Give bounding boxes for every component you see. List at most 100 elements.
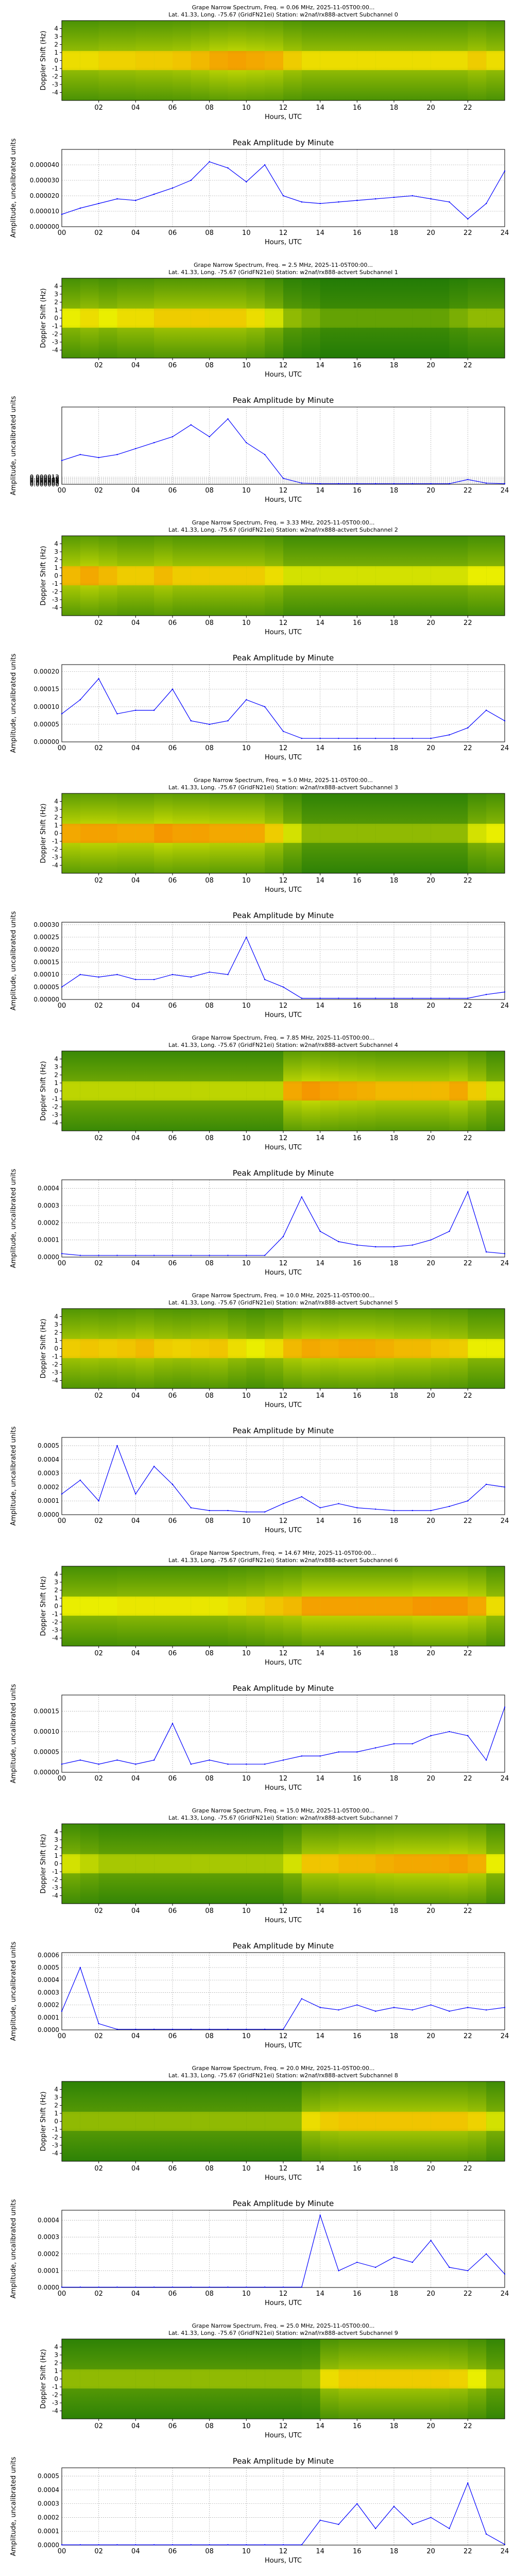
x-tick-label: 22 — [464, 1260, 472, 1267]
y-tick-label: 4 — [54, 1056, 58, 1063]
x-tick-label: 02 — [94, 1907, 103, 1915]
amplitude-point — [135, 709, 136, 711]
x-tick-label: 10 — [242, 1907, 251, 1915]
amplitude-point — [282, 1503, 284, 1504]
x-tick-label: 04 — [131, 229, 140, 237]
x-tick-label: 20 — [426, 487, 435, 495]
y-axis-label: Doppler Shift (Hz) — [40, 2092, 47, 2151]
amplitude-point — [393, 2505, 395, 2507]
amplitude-point — [504, 1253, 506, 1255]
amplitude-point — [116, 198, 118, 200]
y-tick-label: 1 — [54, 1852, 58, 1859]
y-tick-label: 0.0004 — [38, 1976, 59, 1984]
x-tick-label: 14 — [316, 104, 324, 112]
amplitude-point — [171, 1723, 174, 1724]
amplitude-point — [319, 2007, 321, 2008]
x-tick-label: 12 — [279, 877, 288, 885]
amplitude-point — [79, 2286, 81, 2288]
y-tick-label: 0.00000 — [33, 738, 59, 745]
x-tick-label: 12 — [279, 2165, 288, 2173]
spectrum-title: Grape Narrow Spectrum, Freq. = 3.33 MHz,… — [192, 519, 375, 526]
amplitude-point — [504, 991, 506, 993]
x-tick-label: 08 — [205, 877, 214, 885]
x-tick-label: 04 — [131, 362, 140, 369]
y-tick-label: 0.0000 — [38, 2026, 59, 2033]
amplitude-point — [79, 207, 81, 209]
y-tick-label: 4 — [54, 25, 58, 32]
x-tick-label: 12 — [279, 104, 288, 112]
x-tick-label: 06 — [168, 487, 177, 495]
x-tick-label: 08 — [205, 619, 214, 627]
x-tick-label: 06 — [168, 2548, 177, 2555]
x-tick-label: 14 — [316, 877, 324, 885]
spectrum-subtitle: Lat. 41.33, Long. -75.67 (GridFN21ei) St… — [168, 784, 398, 791]
amplitude-point — [282, 2286, 284, 2288]
y-tick-label: 1 — [54, 1337, 58, 1344]
x-tick-label: 10 — [242, 1650, 251, 1657]
amplitude-title: Peak Amplitude by Minute — [233, 1941, 334, 1951]
amplitude-point — [374, 1246, 376, 1248]
amplitude-point — [282, 195, 284, 197]
y-tick-label: 0.00015 — [33, 958, 59, 965]
x-tick-label: 18 — [390, 877, 399, 885]
amplitude-point — [209, 2544, 210, 2546]
y-tick-label: 0.0005 — [38, 1442, 59, 1449]
x-tick-label: 06 — [168, 1775, 177, 1783]
amplitude-point — [153, 1759, 155, 1761]
amplitude-point — [246, 2028, 247, 2030]
amplitude-point — [485, 2533, 487, 2535]
amplitude-point — [116, 2028, 118, 2030]
spectrum-subtitle: Lat. 41.33, Long. -75.67 (GridFN21ei) St… — [168, 11, 398, 18]
x-tick-label: 14 — [316, 1392, 324, 1400]
amplitude-point — [209, 723, 210, 725]
x-tick-label: 18 — [390, 1517, 399, 1525]
spectrum-title: Grape Narrow Spectrum, Freq. = 10.0 MHz,… — [192, 1292, 375, 1299]
amplitude-point — [485, 2253, 487, 2255]
amplitude-point — [61, 1253, 63, 1255]
x-tick-label: 22 — [464, 2548, 472, 2555]
x-tick-label: 22 — [464, 1134, 472, 1142]
x-tick-label: 10 — [242, 1517, 251, 1525]
amplitude-point — [171, 1483, 174, 1485]
y-tick-label: 0 — [54, 1603, 58, 1610]
x-tick-label: 20 — [426, 229, 435, 237]
x-tick-label: 02 — [94, 487, 103, 495]
amplitude-point — [301, 201, 303, 203]
x-tick-label: 20 — [426, 1517, 435, 1525]
x-tick-label: 22 — [464, 1517, 472, 1525]
x-tick-label: 04 — [131, 1392, 140, 1400]
amplitude-point — [190, 1507, 192, 1509]
x-tick-label: 02 — [94, 2422, 103, 2430]
x-tick-label: 02 — [94, 1650, 103, 1657]
x-tick-label: 16 — [353, 2422, 362, 2430]
x-tick-label: 06 — [168, 1517, 177, 1525]
spectrum-subtitle: Lat. 41.33, Long. -75.67 (GridFN21ei) St… — [168, 1042, 398, 1048]
y-tick-label: 3 — [54, 548, 58, 555]
amplitude-point — [374, 1509, 376, 1510]
amplitude-point — [504, 2007, 506, 2008]
y-tick-label: 2 — [54, 1844, 58, 1852]
y-tick-label: 2 — [54, 41, 58, 48]
spectrum-subtitle: Lat. 41.33, Long. -75.67 (GridFN21ei) St… — [168, 2330, 398, 2336]
x-tick-label: 16 — [353, 229, 362, 237]
amplitude-title: Peak Amplitude by Minute — [233, 1684, 334, 1693]
x-tick-label: 24 — [501, 1517, 509, 1525]
x-tick-label: 24 — [501, 2032, 509, 2040]
x-tick-label: 10 — [242, 1392, 251, 1400]
x-tick-label: 24 — [501, 487, 509, 495]
x-tick-label: 06 — [168, 1650, 177, 1657]
amplitude-point — [338, 483, 339, 485]
spectrum-title: Grape Narrow Spectrum, Freq. = 15.0 MHz,… — [192, 1807, 375, 1814]
y-tick-label: 4 — [54, 798, 58, 805]
x-tick-label: 04 — [131, 1517, 140, 1525]
amplitude-point — [153, 709, 155, 711]
x-tick-label: 12 — [279, 2422, 288, 2430]
plot-frame — [61, 1952, 505, 2030]
y-tick-label: 1 — [54, 564, 58, 571]
x-axis-label: Hours, UTC — [265, 371, 302, 379]
y-tick-label: 0.0001 — [38, 1236, 59, 1244]
amplitude-point — [301, 737, 303, 739]
x-tick-label: 14 — [316, 744, 324, 752]
amplitude-point — [430, 2004, 432, 2006]
x-tick-label: 10 — [242, 2290, 251, 2298]
